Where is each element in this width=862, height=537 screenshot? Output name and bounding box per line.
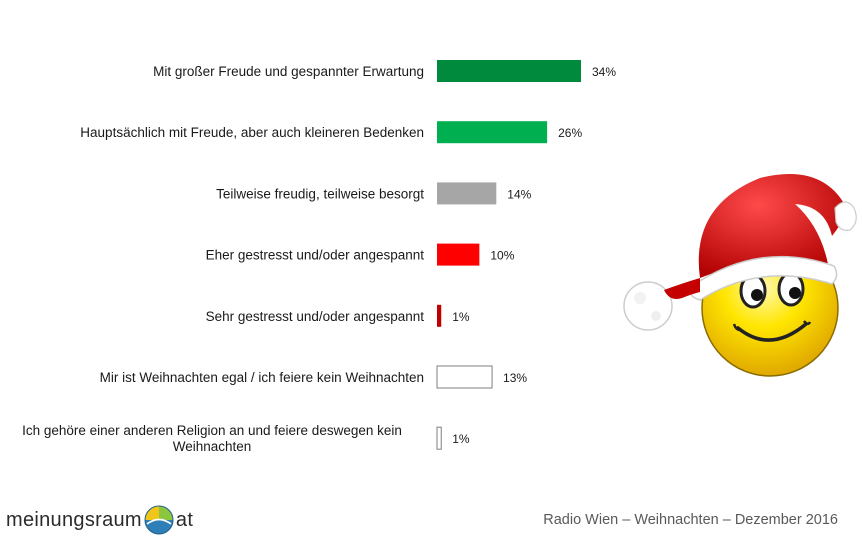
- bar-6: [436, 365, 493, 389]
- bar-7: [436, 426, 442, 450]
- value-label-5: 1%: [452, 310, 470, 324]
- bar-1: [437, 60, 581, 82]
- bar-3: [437, 182, 497, 205]
- meinungsraum-logo: meinungsraum at: [6, 503, 193, 537]
- bar-5: [437, 304, 442, 327]
- value-label-1: 34%: [592, 65, 616, 79]
- santa-hat-smiley-icon: [623, 174, 857, 377]
- category-label-7-line-2: Weihnachten: [173, 439, 252, 454]
- category-label-6: Mir ist Weihnachten egal / ich feiere ke…: [100, 370, 424, 385]
- value-label-3: 14%: [507, 187, 531, 201]
- value-label-2: 26%: [558, 126, 582, 140]
- category-label-4: Eher gestresst und/oder angespannt: [206, 248, 425, 263]
- globe-icon: [144, 505, 174, 535]
- category-label-3: Teilweise freudig, teilweise besorgt: [216, 186, 424, 201]
- value-label-4: 10%: [490, 249, 514, 263]
- category-label-1: Mit großer Freude und gespannter Erwartu…: [153, 64, 424, 79]
- logo-text-left: meinungsraum: [6, 508, 142, 531]
- logo-text-right: at: [175, 508, 194, 531]
- value-label-6: 13%: [503, 371, 527, 385]
- category-label-7-line-1: Ich gehöre einer anderen Religion an und…: [22, 423, 402, 438]
- bar-2: [437, 121, 548, 144]
- bar-4: [437, 243, 480, 266]
- category-label-2: Hauptsächlich mit Freude, aber auch klei…: [80, 125, 424, 140]
- footer-text: Radio Wien – Weihnachten – Dezember 2016: [543, 512, 838, 528]
- value-label-7: 1%: [452, 432, 470, 446]
- category-label-5: Sehr gestresst und/oder angespannt: [206, 309, 425, 324]
